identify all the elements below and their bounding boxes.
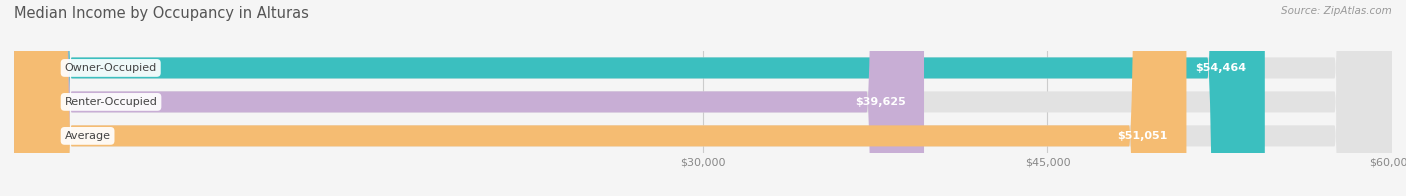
Text: $39,625: $39,625 (855, 97, 905, 107)
Text: Average: Average (65, 131, 111, 141)
FancyBboxPatch shape (14, 0, 1392, 196)
FancyBboxPatch shape (14, 0, 1392, 196)
FancyBboxPatch shape (14, 0, 924, 196)
Text: $54,464: $54,464 (1195, 63, 1247, 73)
Text: $51,051: $51,051 (1118, 131, 1168, 141)
FancyBboxPatch shape (14, 0, 1265, 196)
FancyBboxPatch shape (14, 0, 1392, 196)
Text: Source: ZipAtlas.com: Source: ZipAtlas.com (1281, 6, 1392, 16)
FancyBboxPatch shape (14, 0, 1187, 196)
Text: Owner-Occupied: Owner-Occupied (65, 63, 157, 73)
Text: Median Income by Occupancy in Alturas: Median Income by Occupancy in Alturas (14, 6, 309, 21)
Text: Renter-Occupied: Renter-Occupied (65, 97, 157, 107)
